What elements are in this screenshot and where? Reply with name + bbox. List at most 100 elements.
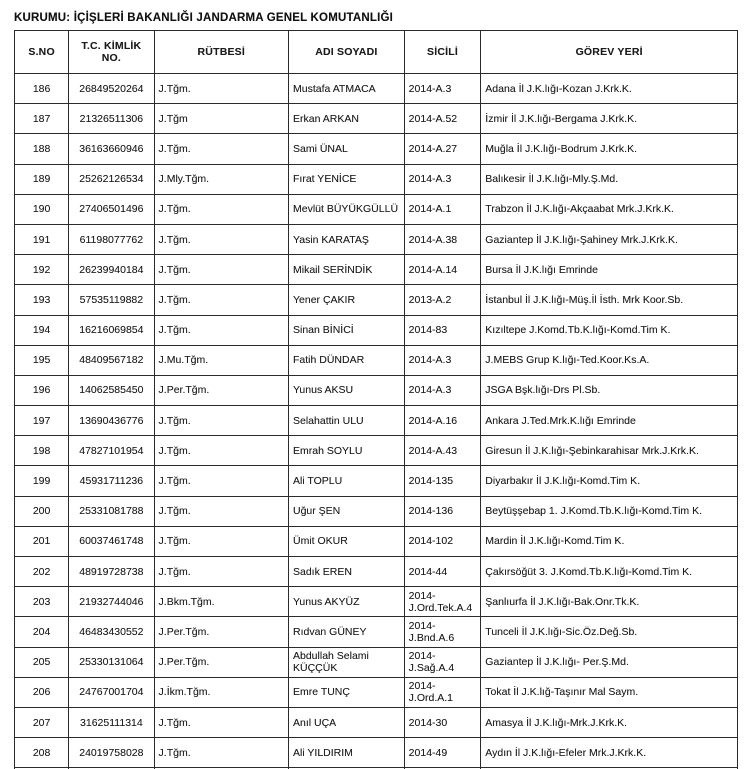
table-row: 203 21932744046 J.Bkm.Tğm. Yunus AKYÜZ 2014-… (13, 586, 738, 618)
cell-gorev: Beytüşşebap 1. J.Komd.Tb.K.lığı-Komd.Tim… (480, 495, 738, 527)
cell-sicil: 2014-A.14 (403, 254, 482, 286)
cell-rutbe: J.Tğm. (153, 133, 290, 165)
table-body: 186 26849520264 J.Tğm. Mustafa ATMACA 2014-A… (13, 72, 738, 769)
cell-sno: 204 (13, 616, 70, 648)
cell-sno: 202 (13, 555, 70, 588)
cell-rutbe: J.Tğm (153, 103, 290, 135)
cell-adi: Ali TOPLU (288, 465, 405, 497)
cell-gorev: Tokat İl J.K.lığ-Taşınır Mal Saym. (480, 676, 738, 708)
table-row: 194 16216069854 J.Tğm. Sinan BİNİCİ 2014-83 K… (13, 314, 738, 346)
cell-sno: 207 (13, 706, 70, 739)
table-row: 206 24767001704 J.İkm.Tğm. Emre TUNÇ 2014-J.… (13, 676, 738, 708)
cell-adi: Emrah SOYLU (288, 435, 405, 467)
header-gorev-yeri: GÖREV YERİ (480, 30, 738, 74)
cell-empty (288, 767, 405, 769)
table-row: 191 61198077762 J.Tğm. Yasin KARATAŞ 2014-A.… (13, 223, 738, 256)
cell-tc: 21932744046 (68, 586, 155, 618)
cell-adi: Mustafa ATMACA (288, 72, 405, 105)
cell-adi: Ali YILDIRIM (288, 737, 405, 769)
cell-tc: 27406501496 (68, 193, 155, 225)
cell-sicil: 2014-83 (403, 314, 482, 346)
cell-sicil: 2014-A.1 (403, 193, 482, 225)
cell-gorev: Giresun İl J.K.lığı-Şebinkarahisar Mrk.J… (480, 435, 738, 467)
cell-gorev: Mardin İl J.K.lığı-Komd.Tim K. (480, 525, 738, 558)
cell-adi: Sadık EREN (288, 555, 405, 588)
cell-adi: Ümit OKUR (288, 525, 405, 558)
cell-adi: Fırat YENİCE (288, 163, 405, 195)
table-row: 192 26239940184 J.Tğm. Mikail SERİNDİK 2014-… (13, 254, 738, 286)
cell-sno: 200 (13, 495, 70, 527)
cell-rutbe: J.Tğm. (153, 465, 290, 497)
cell-adi: Fatih DÜNDAR (288, 344, 405, 376)
cell-sno: 201 (13, 525, 70, 558)
cell-rutbe: J.Per.Tğm. (153, 374, 290, 407)
cell-sicil: 2014-J.Sağ.A.4 (403, 646, 482, 678)
table-row: 196 14062585450 J.Per.Tğm. Yunus AKSU 2014-A… (13, 374, 738, 407)
cell-adi: Uğur ŞEN (288, 495, 405, 527)
cell-adi: Sinan BİNİCİ (288, 314, 405, 346)
cell-gorev: Trabzon İl J.K.lığı-Akçaabat Mrk.J.Krk.K… (480, 193, 738, 225)
cell-sno: 195 (13, 344, 70, 376)
cell-gorev: İstanbul İl J.K.lığı-Müş.İl İsth. Mrk Ko… (480, 284, 738, 316)
table-row: 207 31625111314 J.Tğm. Anıl UÇA 2014-30 Amasy… (13, 706, 738, 739)
cell-sicil: 2014-135 (403, 465, 482, 497)
cell-rutbe: J.İkm.Tğm. (153, 676, 290, 708)
cell-tc: 31625111314 (68, 706, 155, 739)
table-row: 190 27406501496 J.Tğm. Mevlüt BÜYÜKGÜLLÜ 201… (13, 193, 738, 225)
cell-sicil: 2014-A.52 (403, 103, 482, 135)
cell-gorev: Şanlıurfa İl J.K.lığı-Bak.Onr.Tk.K. (480, 586, 738, 618)
cell-tc: 47827101954 (68, 435, 155, 467)
cell-sno: 206 (13, 676, 70, 708)
table-row: 195 48409567182 J.Mu.Tğm. Fatih DÜNDAR 2014-… (13, 344, 738, 376)
header-rutbe: RÜTBESİ (153, 30, 290, 74)
cell-tc: 46483430552 (68, 616, 155, 648)
header-sno: S.NO (13, 30, 70, 74)
cell-rutbe: J.Tğm. (153, 737, 290, 769)
table-row: 193 57535119882 J.Tğm. Yener ÇAKIR 2013-A.2 İ… (13, 284, 738, 316)
cell-rutbe: J.Per.Tğm. (153, 646, 290, 678)
table-row: 197 13690436776 J.Tğm. Selahattin ULU 2014-A… (13, 405, 738, 437)
cell-adi: Abdullah Selami KÜÇÇÜK (288, 646, 405, 678)
cell-adi: Sami ÜNAL (288, 133, 405, 165)
cell-gorev: Muğla İl J.K.lığı-Bodrum J.Krk.K. (480, 133, 738, 165)
cell-sno: 205 (13, 646, 70, 678)
cell-sno: 196 (13, 374, 70, 407)
cell-adi: Rıdvan GÜNEY (288, 616, 405, 648)
cell-tc: 61198077762 (68, 223, 155, 256)
cell-rutbe: J.Tğm. (153, 435, 290, 467)
cell-tc: 16216069854 (68, 314, 155, 346)
cell-rutbe: J.Tğm. (153, 706, 290, 739)
cell-gorev: Kızıltepe J.Komd.Tb.K.lığı-Komd.Tim K. (480, 314, 738, 346)
cell-tc: 25330131064 (68, 646, 155, 678)
cell-rutbe: J.Tğm. (153, 223, 290, 256)
cell-sicil: 2014-102 (403, 525, 482, 558)
cell-sno: 188 (13, 133, 70, 165)
document-title: KURUMU: İÇİŞLERİ BAKANLIĞI JANDARMA GENE… (14, 12, 394, 24)
cell-sno: 208 (13, 737, 70, 769)
cell-sno: 190 (13, 193, 70, 225)
cell-tc: 60037461748 (68, 525, 155, 558)
cell-empty (13, 767, 70, 769)
table-row: 189 25262126534 J.Mly.Tğm. Fırat YENİCE 2014… (13, 163, 738, 195)
cell-adi: Yener ÇAKIR (288, 284, 405, 316)
cell-tc: 14062585450 (68, 374, 155, 407)
cell-adi: Selahattin ULU (288, 405, 405, 437)
table-row: 202 48919728738 J.Tğm. Sadık EREN 2014-44 Çak… (13, 555, 738, 588)
header-sicil: SİCİLİ (403, 30, 482, 74)
cell-adi: Emre TUNÇ (288, 676, 405, 708)
cell-rutbe: J.Tğm. (153, 193, 290, 225)
cell-gorev: Adana İl J.K.lığı-Kozan J.Krk.K. (480, 72, 738, 105)
cell-tc: 24767001704 (68, 676, 155, 708)
cell-rutbe: J.Tğm. (153, 525, 290, 558)
cell-gorev: JSGA Bşk.lığı-Drs Pl.Sb. (480, 374, 738, 407)
cell-gorev: Aydın İl J.K.lığı-Efeler Mrk.J.Krk.K. (480, 737, 738, 769)
cell-sicil: 2014-J.Bnd.A.6 (403, 616, 482, 648)
cell-tc: 21326511306 (68, 103, 155, 135)
cell-gorev: İzmir İl J.K.lığı-Bergama J.Krk.K. (480, 103, 738, 135)
cell-tc: 57535119882 (68, 284, 155, 316)
cell-sicil: 2014-A.16 (403, 405, 482, 437)
cell-rutbe: J.Tğm. (153, 72, 290, 105)
cell-adi: Anıl UÇA (288, 706, 405, 739)
cell-sicil: 2014-A.3 (403, 344, 482, 376)
